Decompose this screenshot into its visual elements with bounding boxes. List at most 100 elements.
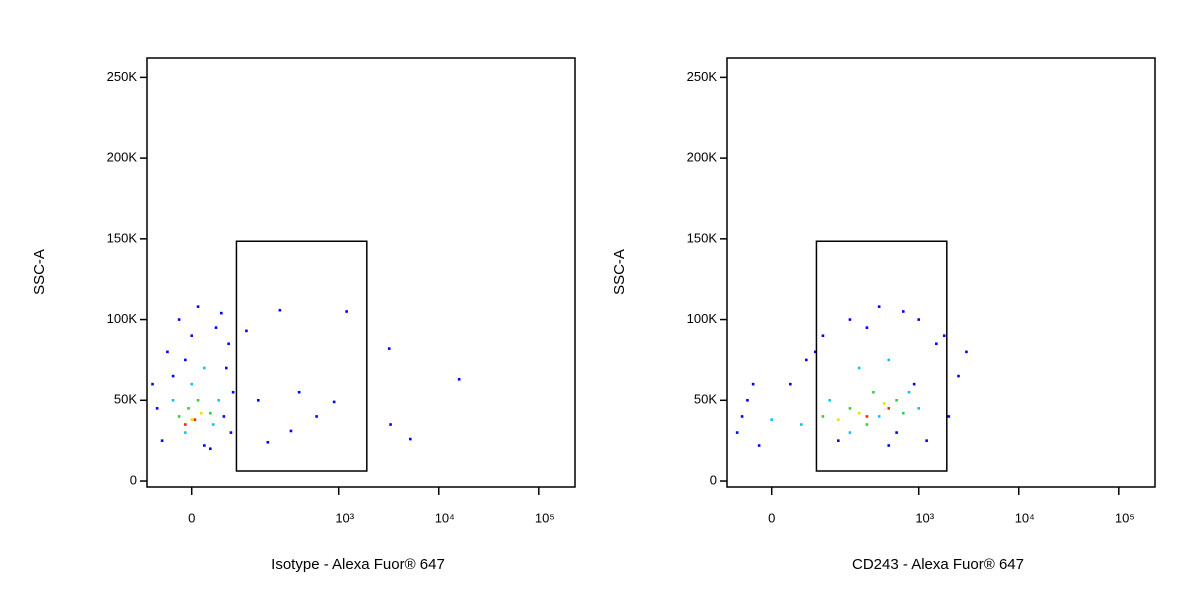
data-point xyxy=(895,398,898,402)
data-point xyxy=(872,390,875,394)
y-axis-label: SSC-A xyxy=(611,249,628,295)
data-point xyxy=(214,326,218,329)
x-tick-label: 10⁵ xyxy=(1115,510,1135,525)
data-point xyxy=(315,415,318,418)
gate xyxy=(235,240,368,472)
data-point xyxy=(193,418,197,421)
data-point xyxy=(196,305,200,308)
data-point xyxy=(231,390,235,394)
data-point xyxy=(751,382,755,386)
x-axis-label: Isotype - Alexa Fuor® 647 xyxy=(271,556,445,573)
data-point xyxy=(278,308,282,312)
data-point xyxy=(901,310,905,313)
data-point xyxy=(837,418,840,421)
data-point xyxy=(746,398,749,402)
data-point xyxy=(877,305,881,308)
data-point xyxy=(196,398,200,402)
y-tick-label: 150K xyxy=(687,230,718,245)
y-tick-label: 100K xyxy=(687,311,718,326)
data-point xyxy=(865,415,869,418)
y-tick-label: 100K xyxy=(107,311,138,326)
data-point xyxy=(789,382,792,386)
data-point xyxy=(901,411,905,415)
data-point xyxy=(209,447,212,451)
data-point xyxy=(166,350,169,354)
data-point xyxy=(800,423,803,426)
data-point xyxy=(345,310,348,313)
data-point xyxy=(865,326,869,329)
data-point xyxy=(184,358,187,362)
data-point xyxy=(857,411,861,415)
data-point xyxy=(848,318,852,321)
data-point xyxy=(837,439,840,442)
data-point xyxy=(187,407,190,410)
data-point xyxy=(805,358,808,362)
x-tick-label: 10⁵ xyxy=(535,510,555,525)
gate xyxy=(815,240,948,472)
x-axis-label: CD243 - Alexa Fuor® 647 xyxy=(852,556,1024,573)
data-point xyxy=(177,415,181,418)
data-point xyxy=(848,407,852,410)
data-point xyxy=(332,400,336,404)
data-point xyxy=(245,329,248,333)
y-tick-label: 250K xyxy=(107,69,138,84)
data-point xyxy=(947,415,951,418)
data-point xyxy=(203,366,206,370)
data-point xyxy=(887,407,891,410)
plot-frame xyxy=(146,57,576,488)
data-point xyxy=(297,390,301,394)
data-point xyxy=(227,342,230,346)
data-point xyxy=(821,415,825,418)
x-tick-label: 10³ xyxy=(915,510,934,525)
data-point xyxy=(917,407,921,410)
data-point xyxy=(190,382,194,386)
x-tick-label: 0 xyxy=(188,510,195,525)
data-point xyxy=(770,418,774,421)
x-tick-label: 10⁴ xyxy=(435,510,455,525)
x-tick-label: 10³ xyxy=(335,510,354,525)
data-point xyxy=(184,423,187,426)
data-point xyxy=(887,358,891,362)
data-point xyxy=(935,342,938,346)
data-point xyxy=(389,423,392,426)
data-point xyxy=(912,382,916,386)
data-point xyxy=(203,444,206,447)
y-tick-label: 150K xyxy=(107,230,138,245)
data-point xyxy=(190,334,194,338)
y-axis-label: SSC-A xyxy=(31,249,48,295)
data-point xyxy=(925,439,928,442)
data-point xyxy=(740,415,744,418)
data-point xyxy=(289,429,293,433)
data-point xyxy=(957,374,960,378)
data-point xyxy=(222,415,226,418)
x-tick-label: 0 xyxy=(768,510,775,525)
data-point xyxy=(220,311,223,315)
data-point xyxy=(942,334,946,338)
data-point xyxy=(828,398,831,402)
data-point xyxy=(965,350,968,354)
data-point xyxy=(190,418,194,421)
x-tick-label: 10⁴ xyxy=(1015,510,1035,525)
data-point xyxy=(151,382,154,386)
data-point xyxy=(177,318,181,321)
data-point xyxy=(865,423,869,426)
y-tick-label: 0 xyxy=(130,472,137,487)
data-point xyxy=(917,318,921,321)
data-point xyxy=(229,431,233,434)
data-point xyxy=(171,374,175,378)
data-point xyxy=(735,431,739,434)
data-point xyxy=(821,334,825,338)
plot-frame xyxy=(726,57,1156,488)
data-point xyxy=(907,390,911,394)
data-point xyxy=(217,398,221,402)
data-point xyxy=(887,444,891,447)
data-point xyxy=(184,431,187,434)
data-point xyxy=(757,444,761,447)
data-point xyxy=(211,423,215,426)
data-point xyxy=(857,366,861,370)
data-point xyxy=(457,378,461,381)
y-tick-label: 200K xyxy=(687,150,718,165)
y-tick-label: 50K xyxy=(694,392,717,407)
data-point xyxy=(877,415,881,418)
